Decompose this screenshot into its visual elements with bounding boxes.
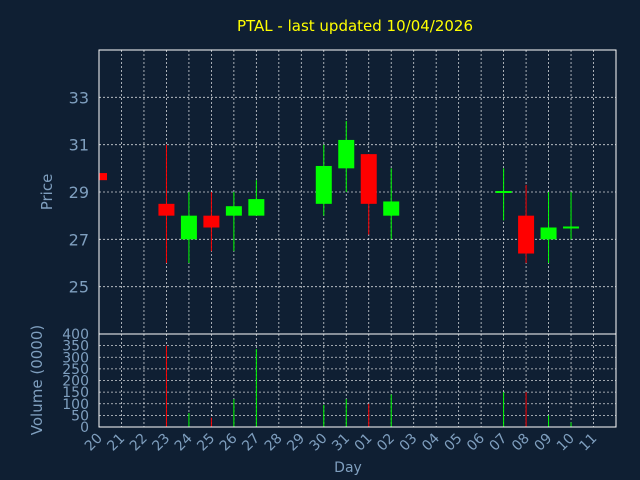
- candle-body: [180, 215, 197, 240]
- candle: [360, 154, 377, 235]
- candle-body: [315, 165, 332, 204]
- price-tick-label: 29: [69, 183, 89, 202]
- candle-body: [248, 199, 265, 216]
- price-tick-label: 33: [69, 88, 89, 107]
- volume-tick-label: 400: [62, 327, 89, 343]
- candle-body: [203, 215, 220, 228]
- candle-body: [563, 226, 580, 229]
- candle: [158, 144, 175, 263]
- candle-body: [99, 173, 107, 181]
- volume-bars: [165, 345, 572, 427]
- price-tick-label: 27: [69, 230, 89, 249]
- candle-body: [518, 215, 535, 254]
- x-axis-ticks: 2021222324252627282930310102030405060708…: [82, 430, 600, 454]
- volume-axis-label: Volume (0000): [28, 325, 46, 435]
- candle: [315, 144, 332, 216]
- price-tick-label: 31: [69, 136, 89, 155]
- volume-tick-label: 350: [62, 339, 89, 355]
- candle-body: [225, 206, 242, 216]
- price-axis-ticks: 25 27 29 31 33: [69, 88, 89, 296]
- candle: [383, 168, 400, 240]
- candle: [203, 192, 220, 252]
- candle: [225, 192, 242, 252]
- candle: [338, 121, 355, 192]
- candle-body: [383, 201, 400, 216]
- price-candles: [98, 121, 580, 263]
- candle-body: [158, 203, 175, 216]
- volume-tick-label: 150: [62, 385, 89, 401]
- volume-tick-label: 100: [62, 397, 89, 413]
- volume-panel-frame: [98, 333, 617, 428]
- candle-body: [495, 191, 512, 193]
- candle-body: [338, 139, 355, 169]
- candle: [563, 192, 580, 240]
- price-axis-label: Price: [38, 174, 56, 211]
- candle: [518, 184, 535, 263]
- candle-body: [540, 227, 557, 240]
- candle: [540, 192, 557, 263]
- volume-tick-label: 50: [71, 408, 89, 424]
- volume-tick-label: 0: [80, 420, 89, 436]
- volume-tick-label: 300: [62, 350, 89, 366]
- volume-tick-label: 250: [62, 362, 89, 378]
- candle: [98, 173, 107, 181]
- volume-tick-label: 200: [62, 374, 89, 390]
- price-tick-label: 25: [69, 278, 89, 297]
- x-axis-label: Day: [334, 460, 362, 476]
- chart-title: PTAL - last updated 10/04/2026: [237, 17, 473, 35]
- candle: [248, 180, 265, 216]
- candle: [495, 168, 512, 221]
- candle: [180, 192, 197, 263]
- candle-body: [360, 154, 377, 204]
